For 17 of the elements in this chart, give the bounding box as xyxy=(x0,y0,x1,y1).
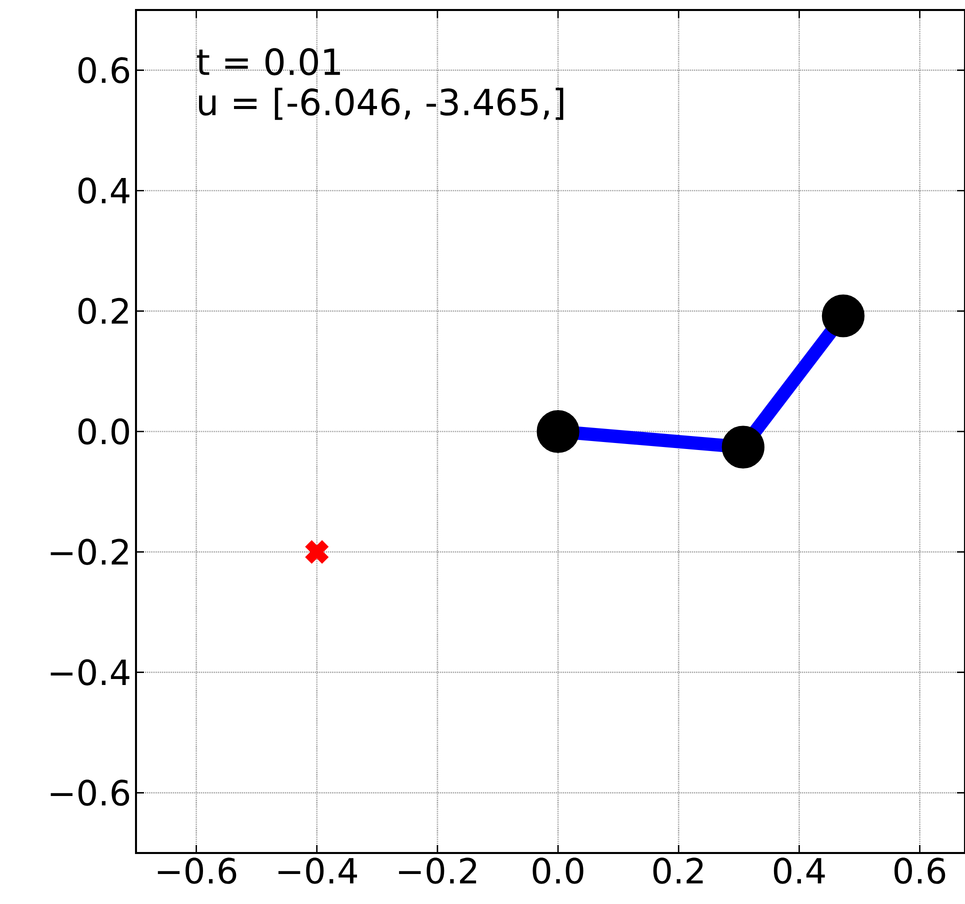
x-tick-label: 0.6 xyxy=(894,858,946,884)
point xyxy=(304,538,330,566)
x-tick-label: 0.2 xyxy=(653,858,703,884)
x-tick-label: −0.2 xyxy=(399,858,476,884)
y-tick-label: 0.2 xyxy=(78,298,128,324)
y-tick-label: 0.0 xyxy=(78,418,129,445)
annotation: t = 0.01 xyxy=(196,48,340,76)
x-tick-label: 0.4 xyxy=(774,858,825,884)
y-tick-label: −0.6 xyxy=(50,780,130,806)
x-tick-label: −0.4 xyxy=(278,858,358,884)
x-tick-label: 0.0 xyxy=(532,858,584,884)
y-tick-label: −0.4 xyxy=(50,659,130,686)
y-tick-label: 0.4 xyxy=(78,178,130,204)
x-tick-label: −0.6 xyxy=(158,858,236,884)
y-tick-label: −0.2 xyxy=(50,538,128,566)
annotation: u = [-6.046, -3.465,] xyxy=(199,88,564,120)
y-tick-label: 0.6 xyxy=(78,57,130,84)
